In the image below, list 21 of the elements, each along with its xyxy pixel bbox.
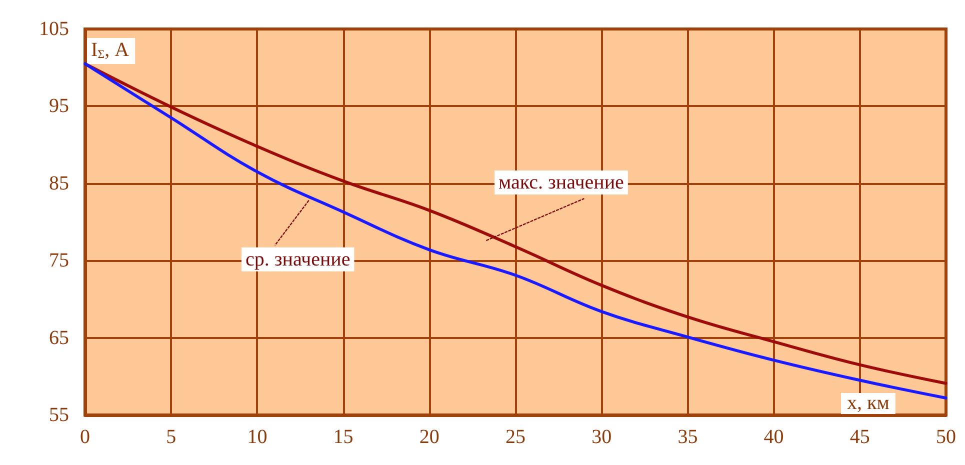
x-tick-label: 0 bbox=[80, 426, 90, 448]
y-tick-label: 75 bbox=[49, 250, 69, 272]
x-tick-label: 20 bbox=[419, 426, 440, 448]
x-tick-label: 45 bbox=[850, 426, 870, 448]
annotation: ср. значение bbox=[245, 248, 350, 270]
x-tick-label: 15 bbox=[333, 426, 354, 448]
x-axis-title: x, км bbox=[847, 392, 890, 414]
x-tick-label: 10 bbox=[247, 426, 268, 448]
y-tick-label: 85 bbox=[49, 172, 69, 194]
x-tick-label: 50 bbox=[936, 426, 956, 448]
y-tick-label: 55 bbox=[49, 404, 69, 426]
x-tick-label: 40 bbox=[764, 426, 784, 448]
y-tick-label: 105 bbox=[39, 18, 69, 40]
annotation: макс. значение bbox=[498, 172, 624, 194]
y-axis-title: IΣ, А bbox=[91, 39, 130, 61]
y-tick-label: 95 bbox=[49, 95, 69, 118]
x-tick-label: 35 bbox=[678, 426, 698, 448]
x-tick-label: 25 bbox=[506, 426, 526, 448]
x-tick-label: 5 bbox=[166, 426, 176, 448]
y-tick-label: 65 bbox=[49, 326, 69, 349]
x-tick-label: 30 bbox=[592, 426, 612, 448]
